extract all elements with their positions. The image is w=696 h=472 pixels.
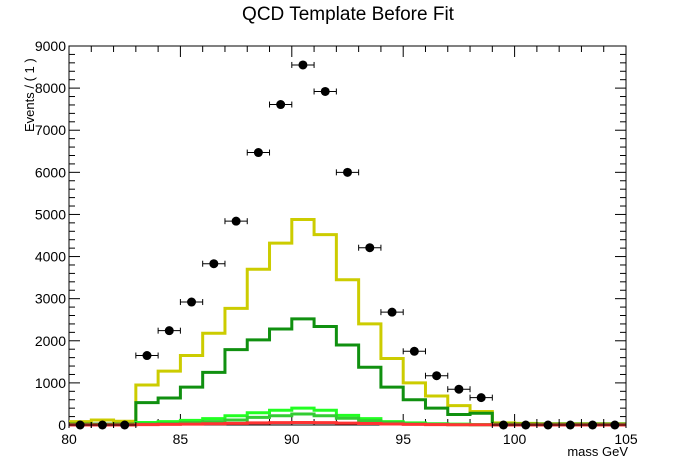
data-point [387,307,397,317]
data-point [432,371,442,381]
y-tick-label: 6000 [35,164,66,180]
y-tick-label: 8000 [35,80,66,96]
y-axis-label: Events / ( 1 ) [22,58,37,132]
plot-frame [68,45,627,426]
x-axis-label: mass GeV [567,444,628,459]
data-point [253,148,263,158]
y-tick-label: 9000 [35,38,66,54]
data-point [298,60,308,70]
data-point [320,86,330,96]
y-tick-label: 3000 [35,291,66,307]
data-point [565,420,575,430]
data-point [610,420,620,430]
x-tick-label: 95 [395,431,411,447]
x-tick-label: 80 [61,431,77,447]
data-point [276,100,286,110]
x-tick-label: 85 [173,431,189,447]
y-tick-label: 5000 [35,206,66,222]
x-tick-label: 100 [503,431,527,447]
x-tick-label: 90 [284,431,300,447]
data-point [164,326,174,336]
chart-title: QCD Template Before Fit [242,4,454,25]
data-point [454,384,464,394]
data-point [409,346,419,356]
data-point [75,420,85,430]
y-tick-label: 2000 [35,333,66,349]
y-tick-label: 0 [58,417,66,433]
y-tick-label: 4000 [35,249,66,265]
data-point [365,243,375,253]
data-point [521,420,531,430]
data-point [142,351,152,361]
x-tick-label: 105 [614,431,638,447]
data-point [187,297,197,307]
data-point [343,167,352,177]
data-point [588,420,598,430]
histogram-series-2 [69,317,626,426]
y-tick-label: 7000 [35,122,66,138]
data-point [97,420,107,430]
data-point [476,393,486,403]
data-point [231,216,241,226]
data-point [120,420,130,430]
data-point [209,259,219,269]
data-point [498,420,508,430]
y-tick-label: 1000 [35,375,66,391]
histogram-series-1 [69,217,626,426]
data-point [543,420,553,430]
